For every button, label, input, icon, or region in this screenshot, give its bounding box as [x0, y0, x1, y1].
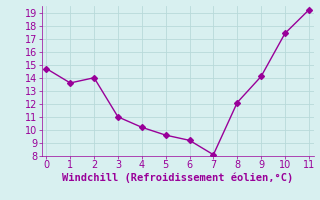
X-axis label: Windchill (Refroidissement éolien,°C): Windchill (Refroidissement éolien,°C) — [62, 173, 293, 183]
